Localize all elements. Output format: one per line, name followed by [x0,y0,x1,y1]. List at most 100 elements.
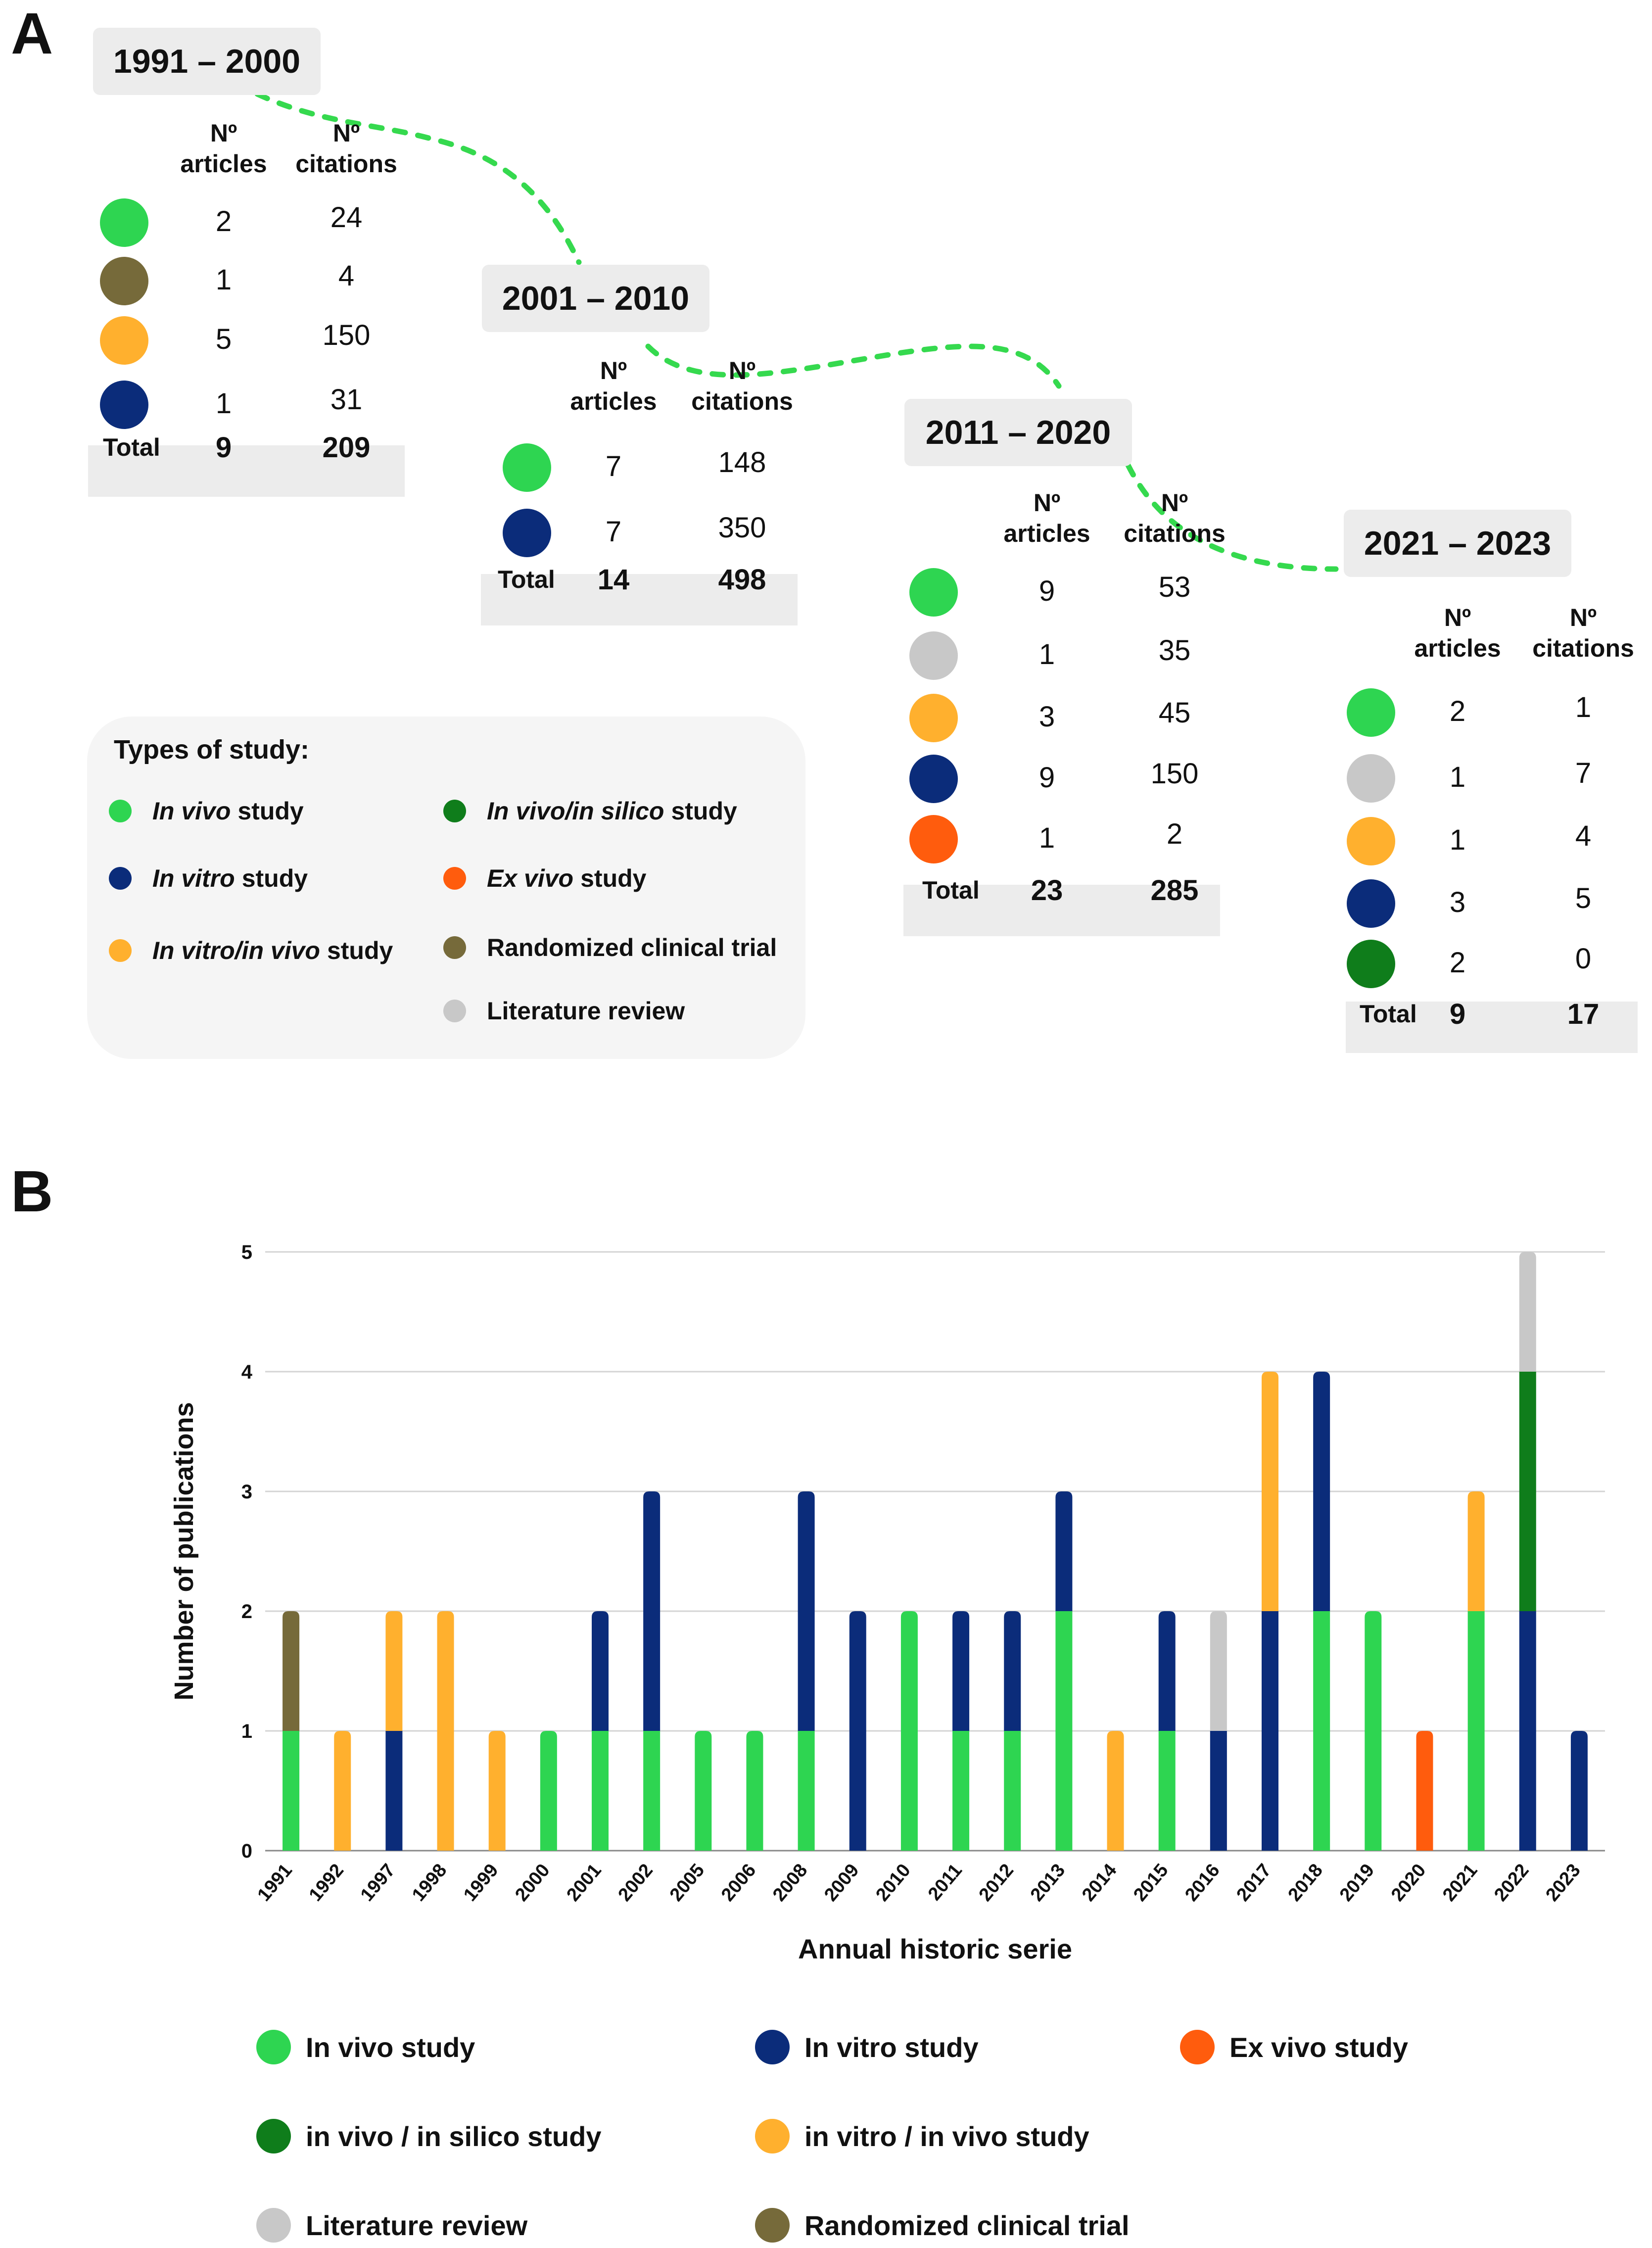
total-label: Total [498,566,555,593]
bar-segment-literature-review [1210,1611,1227,1731]
type-item-text: study [237,797,304,825]
total-articles: 9 [1449,998,1466,1030]
type-item-text: study [241,864,308,892]
bar-segment-in-vivo [798,1731,815,1851]
x-tick-label: 2011 [924,1860,966,1905]
in-vivo-in-silico-legend-dot [256,2119,291,2153]
ex-vivo-dot [909,815,958,863]
bar-segment-in-vitro-in-vivo [1262,1372,1278,1611]
type-item-text: Randomized clinical trial [487,934,777,961]
col-header-line: Nº [332,119,360,147]
bar-segment-in-vivo [746,1731,763,1851]
col-header-line: articles [180,150,267,178]
bar-segment-in-vitro [1313,1372,1330,1611]
total-row-background [88,445,405,497]
bar-segment-in-vivo [1158,1731,1176,1851]
in-vivo-dot [109,800,132,822]
x-tick-label: 2001 [563,1860,606,1906]
x-tick-label: 2006 [717,1860,760,1906]
article-count: 1 [1038,638,1055,670]
citation-count: 35 [1158,634,1191,667]
article-count: 9 [1038,762,1055,794]
legend-label: In vivo study [306,2031,475,2063]
legend-item-in-vitro-in-vivo: in vitro / in vivo study [755,2119,1089,2153]
x-tick-label: 2014 [1078,1860,1121,1906]
x-tick-label: 2000 [511,1860,554,1906]
x-tick-label: 2016 [1181,1860,1224,1906]
bar-segment-randomized-clinical-trial [283,1611,300,1731]
citation-count: 2 [1166,818,1183,850]
article-count: 2 [215,205,232,238]
type-item-text: study [580,864,647,892]
bar-segment-in-vivo [1004,1731,1021,1851]
in-vivo-dot [1347,688,1395,737]
in-vitro-dot [503,509,551,557]
article-count: 1 [215,264,232,296]
col-header-citations: Nº citations [272,118,421,179]
timeline-connector [254,91,1339,572]
connector-line [254,91,582,265]
total-citations: 17 [1567,998,1600,1030]
bar-segment-in-vitro [592,1611,609,1731]
article-count: 3 [1449,886,1466,918]
ex-vivo-dot [443,867,466,890]
x-tick-label: 2005 [666,1860,709,1906]
in-vitro-in-vivo-dot [100,316,148,365]
col-header-line: citations [295,150,397,178]
period-label: 2011 – 2020 [904,399,1132,466]
total-articles: 14 [597,564,630,596]
y-tick-label: 4 [241,1361,253,1383]
total-citations: 209 [322,431,371,464]
bar-segment-in-vitro-in-vivo [437,1611,454,1851]
type-item-text: study [671,797,737,825]
randomized-clinical-trial-dot [100,257,148,305]
bar-segment-in-vitro [798,1491,815,1731]
type-item-randomized-clinical-trial: Randomized clinical trial [443,933,777,962]
x-tick-label: 2018 [1284,1860,1327,1906]
legend-item-in-vivo-in-silico: in vivo / in silico study [256,2119,601,2153]
bar-segment-in-vitro-in-vivo [385,1611,403,1731]
bar-segment-in-vitro-in-vivo [1467,1491,1485,1611]
article-count: 9 [1038,575,1055,607]
in-vivo-dot [503,443,551,492]
x-tick-label: 1999 [460,1860,503,1906]
article-count: 1 [1038,822,1055,854]
article-count: 5 [215,323,232,355]
bar-segment-in-vitro-in-vivo [334,1731,351,1851]
bar-segment-in-vitro [643,1491,661,1731]
col-header-articles: Nº articles [1383,602,1532,664]
y-axis-title: Number of publications [169,1402,199,1700]
type-item-in-vivo: In vivo study [109,797,304,825]
legend-label: in vivo / in silico study [306,2120,602,2152]
total-label: Total [103,433,160,461]
x-tick-label: 2021 [1439,1860,1482,1906]
col-header-articles: Nº articles [539,355,688,417]
citation-count: 24 [330,201,363,234]
bar-segment-in-vivo [592,1731,609,1851]
panel-b-label: B [11,1159,53,1224]
col-header-line: citations [1124,520,1226,547]
article-count: 2 [1449,947,1466,979]
citation-count: 1 [1575,691,1592,723]
bar-segment-in-vivo [1467,1611,1485,1851]
bar-segment-in-vitro [849,1611,866,1851]
bar-segment-in-vitro [952,1611,970,1731]
bar-segment-in-vivo [540,1731,557,1851]
col-header-line: Nº [1161,489,1188,517]
bar-segment-in-vivo [1365,1611,1382,1851]
literature-review-legend-dot [256,2208,291,2243]
legend-label: In vitro study [804,2031,979,2063]
x-tick-label: 2015 [1130,1860,1173,1906]
total-label: Total [922,876,980,904]
legend-label: Literature review [306,2209,528,2241]
x-tick-label: 1998 [408,1860,451,1906]
x-tick-label: 1997 [357,1860,400,1906]
citation-count: 350 [718,512,766,544]
y-tick-label: 2 [241,1601,252,1623]
col-header-citations: Nº citations [668,355,816,417]
bar-segment-in-vivo [695,1731,712,1851]
x-tick-label: 2020 [1387,1860,1430,1906]
x-tick-label: 2008 [769,1860,812,1906]
bar-segment-in-vivo [643,1731,661,1851]
